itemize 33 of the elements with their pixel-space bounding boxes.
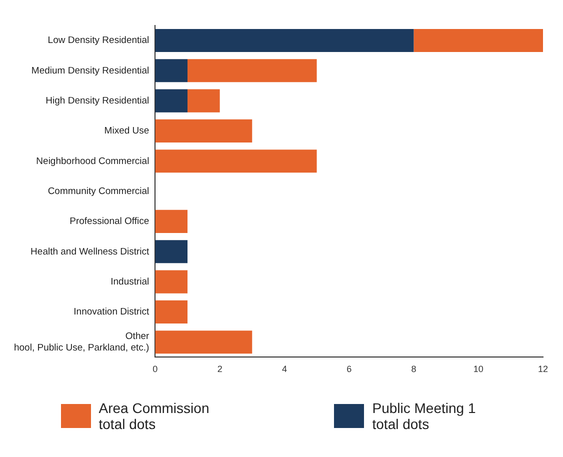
- bar: [155, 89, 188, 112]
- x-tick-label: 8: [411, 364, 416, 374]
- legend-label: Area Commission total dots: [98, 400, 210, 432]
- y-tick-label: Other hool, Public Use, Parkland, etc.): [14, 331, 150, 354]
- y-tick-label: Industrial: [110, 276, 150, 288]
- bar: [155, 59, 188, 82]
- bar: [155, 270, 188, 294]
- x-tick-label: 6: [346, 364, 352, 374]
- bar: [187, 59, 317, 82]
- y-tick-label: High Density Residential: [46, 95, 150, 106]
- bar: [155, 240, 188, 264]
- y-tick-label: Mixed Use: [104, 126, 150, 137]
- y-tick-label: Health and Wellness District: [30, 246, 150, 258]
- y-tick-label: Community Commercial: [48, 186, 150, 197]
- x-tick-label: 0: [152, 364, 158, 374]
- bar: [187, 89, 220, 112]
- x-tick-label: 4: [282, 364, 287, 374]
- x-tick-label: 12: [538, 364, 548, 374]
- legend-label: Public Meeting 1 total dots: [372, 400, 477, 432]
- x-tick-label: 2: [217, 364, 222, 374]
- bar: [414, 28, 543, 52]
- y-tick-label: Professional Office: [70, 216, 150, 228]
- x-tick-label: 10: [473, 364, 484, 374]
- y-tick-label: Medium Density Residential: [31, 65, 150, 76]
- y-tick-label: Innovation District: [74, 306, 150, 318]
- y-tick-label: Low Density Residential: [48, 35, 150, 46]
- bar: [155, 150, 317, 173]
- bar: [155, 210, 188, 233]
- bar: [155, 28, 414, 52]
- y-tick-label: Neighborhood Commercial: [36, 156, 150, 167]
- bar: [155, 330, 252, 354]
- bar: [155, 119, 252, 143]
- bar: [155, 300, 188, 324]
